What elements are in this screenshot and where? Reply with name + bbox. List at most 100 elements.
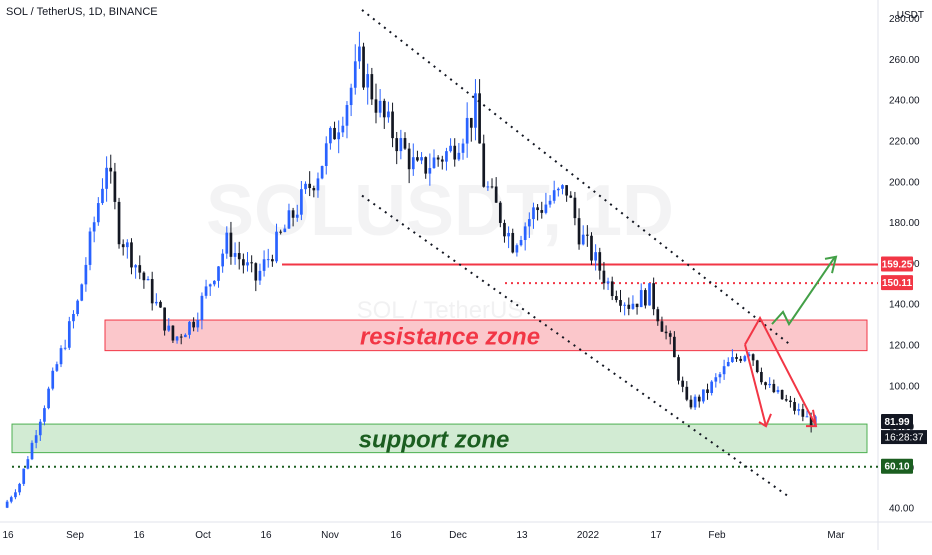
candle-body xyxy=(556,188,560,191)
candle-body xyxy=(644,290,647,306)
candle-body xyxy=(213,280,216,285)
candle-body xyxy=(258,270,262,281)
candle-body xyxy=(345,105,349,126)
candle-body xyxy=(677,357,680,381)
candle-body xyxy=(656,309,660,322)
candle-body xyxy=(117,201,121,245)
candle-body xyxy=(26,459,30,469)
candle-body xyxy=(478,93,481,144)
candle-body xyxy=(569,195,573,198)
candle-body xyxy=(101,188,104,204)
candle-body xyxy=(242,259,245,266)
candle-body xyxy=(163,307,166,331)
candle-body xyxy=(606,281,610,284)
candle-body xyxy=(726,361,730,367)
down-arrow-1-head xyxy=(758,413,772,428)
candle-body xyxy=(805,416,809,418)
candle-body xyxy=(598,252,602,271)
candle-body xyxy=(271,259,274,262)
candle-body xyxy=(498,202,502,223)
candle-body xyxy=(428,168,432,174)
candle-body xyxy=(92,222,96,232)
candle-body xyxy=(536,207,539,211)
candle-body xyxy=(702,389,705,402)
candle-body xyxy=(295,214,299,218)
candle-body xyxy=(5,501,9,508)
x-tick-label: Feb xyxy=(708,530,726,541)
candle-body xyxy=(461,143,465,153)
y-tick-label: 280.00 xyxy=(889,14,920,25)
symbol-title[interactable]: SOL / TetherUS, 1D, BINANCE xyxy=(6,6,158,18)
x-tick-label: Oct xyxy=(195,530,211,541)
x-tick-label: 17 xyxy=(650,530,662,541)
candle-body xyxy=(515,245,519,253)
candle-body xyxy=(159,301,162,308)
candle-body xyxy=(142,272,146,281)
candle-body xyxy=(673,336,676,358)
up-arrow xyxy=(771,256,836,327)
candle-body xyxy=(378,100,382,113)
candle-body xyxy=(362,46,365,88)
candle-body xyxy=(648,283,651,306)
candle-body xyxy=(743,356,747,361)
x-tick-label: Mar xyxy=(827,530,845,541)
candle-body xyxy=(631,303,635,309)
candle-body xyxy=(51,370,55,389)
x-tick-label: 16 xyxy=(390,530,402,541)
candle-body xyxy=(304,183,307,190)
candle-body xyxy=(96,203,100,223)
candle-body xyxy=(72,313,75,322)
candle-body xyxy=(424,157,428,174)
candle-body xyxy=(250,262,254,264)
candle-body xyxy=(47,388,50,409)
candle-body xyxy=(565,185,568,196)
resistance-zone-label: resistance zone xyxy=(360,323,540,350)
candle-body xyxy=(432,157,436,169)
candle-body xyxy=(490,186,494,188)
candle-body xyxy=(420,157,423,161)
candle-body xyxy=(337,132,341,140)
x-tick-label: Nov xyxy=(321,530,339,541)
x-tick-label: 2022 xyxy=(577,530,600,541)
candle-body xyxy=(714,377,718,382)
y-tick-label: 200.00 xyxy=(889,177,920,188)
candle-body xyxy=(188,321,191,335)
candle-body xyxy=(784,399,788,401)
candle-body xyxy=(755,360,759,372)
candle-body xyxy=(175,336,179,341)
candle-body xyxy=(453,145,457,160)
candle-body xyxy=(809,416,813,427)
candle-body xyxy=(801,409,805,417)
price-tag-label: 150.11 xyxy=(882,278,912,289)
candle-body xyxy=(308,183,312,189)
candle-body xyxy=(619,300,622,306)
candle-body xyxy=(735,357,738,359)
candle-body xyxy=(639,290,643,308)
candle-body xyxy=(668,333,672,337)
candle-body xyxy=(229,232,233,257)
candle-body xyxy=(585,234,589,236)
candle-body xyxy=(121,244,125,248)
y-tick-label: 180.00 xyxy=(889,218,920,229)
up-arrow-head xyxy=(824,255,838,274)
candle-body xyxy=(266,259,270,261)
price-tag-bg xyxy=(881,414,913,430)
candle-body xyxy=(511,232,515,253)
candle-body xyxy=(130,242,133,268)
candle-body xyxy=(627,304,631,309)
candle-body xyxy=(150,279,154,304)
candle-body xyxy=(395,138,399,152)
candle-body xyxy=(138,265,142,273)
y-tick-label: 120.00 xyxy=(889,341,920,352)
candle-body xyxy=(768,383,772,386)
candle-body xyxy=(38,421,42,436)
candle-body xyxy=(449,145,452,152)
candle-body xyxy=(494,186,498,203)
candle-body xyxy=(275,231,278,262)
candle-body xyxy=(320,166,324,179)
candle-body xyxy=(233,253,237,257)
countdown-bg xyxy=(881,430,927,445)
candle-body xyxy=(312,188,316,191)
